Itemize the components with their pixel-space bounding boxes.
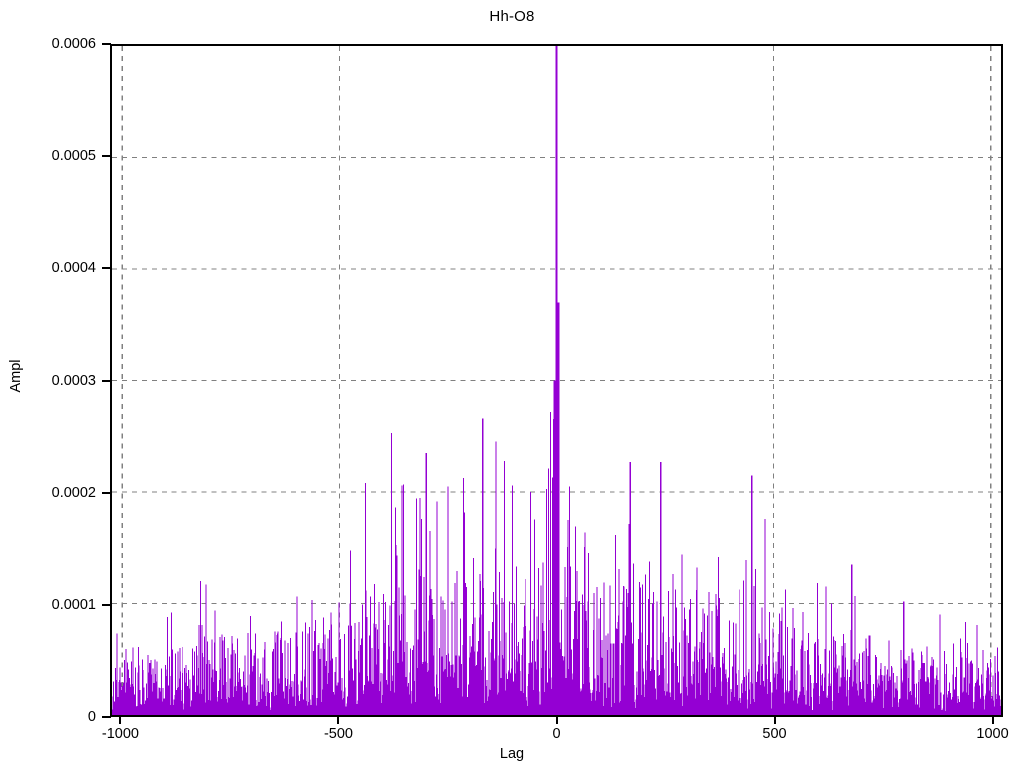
y-tick-mark-3: [102, 379, 111, 382]
x-tick-label-3: 500: [762, 726, 787, 742]
y-tick-label-6: 0.0006: [51, 36, 96, 52]
x-tick-mark-2: [555, 715, 558, 724]
x-tick-mark-1: [337, 715, 340, 724]
x-axis-title: Lag: [499, 746, 525, 762]
y-tick-mark-1: [102, 603, 111, 606]
x-tick-label-4: 1000: [976, 726, 1009, 742]
y-tick-mark-6: [102, 43, 111, 45]
x-axis-tick-labels: -1000 -500 0 500 1000: [0, 726, 1024, 748]
page-title: Hh-O8: [489, 8, 535, 25]
x-tick-label-0: -1000: [101, 726, 139, 742]
x-tick-mark-3: [773, 715, 776, 724]
y-axis-tick-labels: 0 0.0001 0.0002 0.0003 0.0004 0.0005 0.0006: [0, 0, 96, 768]
y-tick-label-0: 0: [87, 709, 96, 725]
x-tick-mark-0: [119, 715, 122, 724]
x-tick-label-2: 0: [552, 726, 561, 742]
y-tick-label-4: 0.0004: [51, 260, 96, 277]
y-axis-title: Ampl: [8, 359, 24, 393]
x-tick-mark-4: [991, 715, 994, 724]
y-tick-mark-5: [102, 155, 111, 158]
y-tick-mark-4: [102, 267, 111, 270]
y-tick-mark-0: [102, 716, 111, 718]
plot-area: [110, 44, 1003, 717]
x-tick-label-1: -500: [323, 726, 353, 742]
y-tick-label-2: 0.0002: [51, 484, 96, 501]
y-tick-label-5: 0.0005: [51, 148, 96, 165]
y-tick-label-3: 0.0003: [51, 372, 96, 389]
data-series-hh-o8: [112, 46, 1001, 715]
y-tick-label-1: 0.0001: [51, 596, 96, 613]
y-tick-mark-2: [102, 491, 111, 494]
